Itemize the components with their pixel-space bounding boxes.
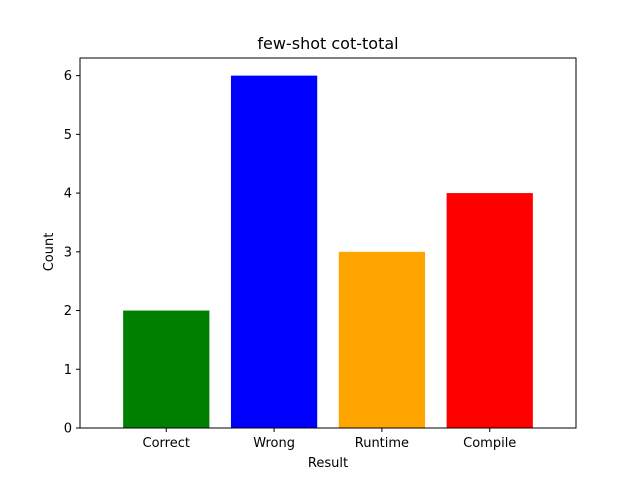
y-tick-label: 6: [64, 69, 72, 84]
y-tick-label: 1: [64, 363, 72, 378]
x-tick-label-runtime: Runtime: [355, 436, 409, 451]
chart-title: few-shot cot-total: [257, 34, 398, 53]
bar-runtime: [338, 251, 426, 428]
y-tick-label: 2: [64, 304, 72, 319]
x-axis-label: Result: [308, 456, 348, 471]
bar-wrong: [230, 75, 318, 429]
y-tick-label: 4: [64, 187, 72, 202]
y-tick-label: 0: [64, 422, 72, 437]
y-axis-label: Count: [42, 233, 57, 272]
plot-area: 0 1 2 3 4 5 6 Correct Wrong Runtime Compile: [64, 57, 577, 451]
bar-correct: [123, 310, 210, 428]
x-tick-label-wrong: Wrong: [253, 436, 295, 451]
y-tick-label: 3: [64, 245, 72, 260]
axes-frame: [79, 57, 577, 429]
x-tick-label-compile: Compile: [463, 436, 516, 451]
bar-compile: [446, 193, 533, 428]
x-tick-label-correct: Correct: [143, 436, 190, 451]
y-tick-label: 5: [64, 128, 72, 143]
